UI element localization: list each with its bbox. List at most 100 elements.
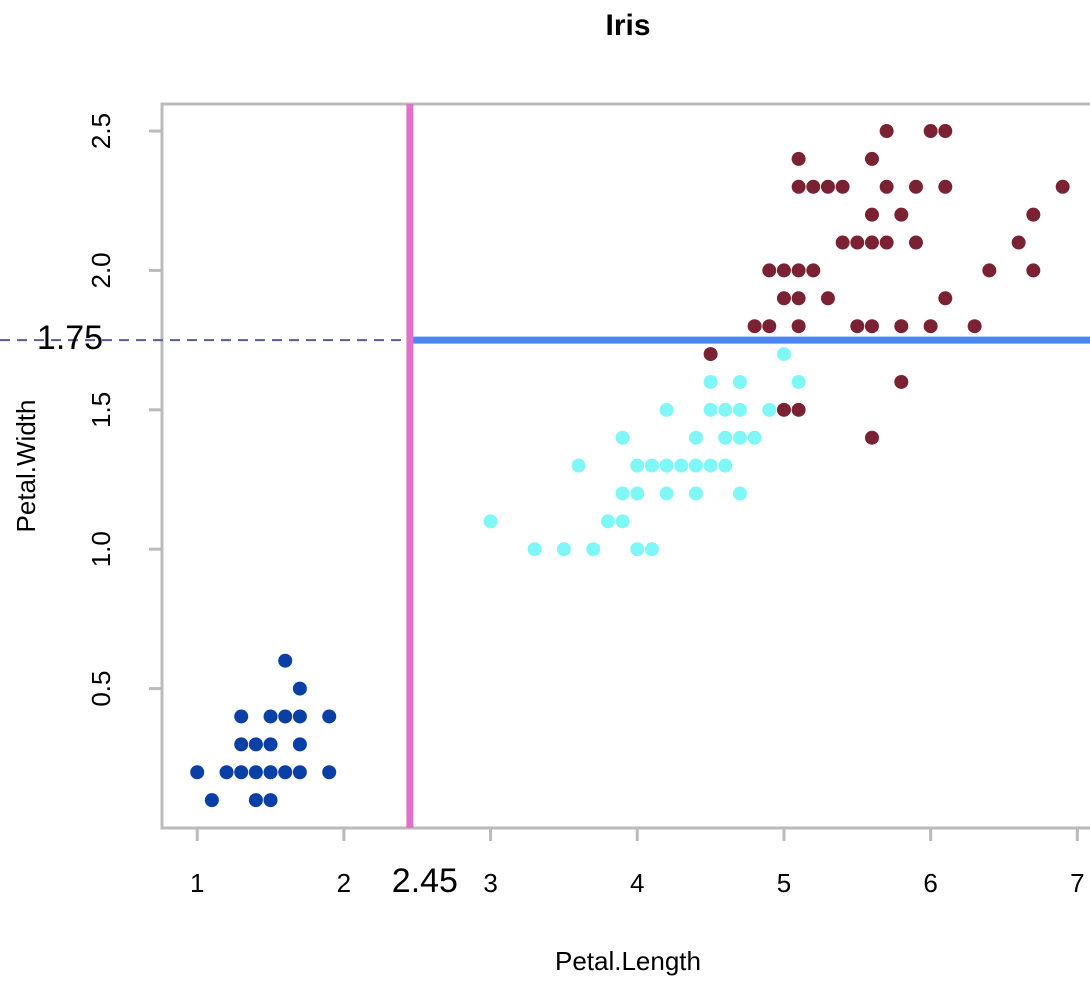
point <box>263 765 278 780</box>
point <box>938 291 953 306</box>
point <box>776 291 791 306</box>
point <box>1026 263 1041 278</box>
chart-title: Iris <box>605 9 650 42</box>
point <box>938 124 953 139</box>
point <box>1011 235 1026 250</box>
point <box>292 737 307 752</box>
x-tick-label: 3 <box>483 868 497 898</box>
point <box>864 430 879 445</box>
point <box>718 458 733 473</box>
point <box>820 179 835 194</box>
point <box>556 542 571 557</box>
point <box>850 235 865 250</box>
point <box>864 235 879 250</box>
point <box>747 430 762 445</box>
point <box>248 793 263 808</box>
point <box>762 402 777 417</box>
point <box>190 765 205 780</box>
y-tick-label: 1.5 <box>86 392 116 428</box>
threshold-label: 2.45 <box>392 862 458 900</box>
x-tick-label: 2 <box>337 868 351 898</box>
point <box>688 458 703 473</box>
point <box>630 542 645 557</box>
point <box>586 542 601 557</box>
point <box>644 542 659 557</box>
point <box>674 458 689 473</box>
point <box>908 179 923 194</box>
point <box>703 458 718 473</box>
point <box>248 765 263 780</box>
point <box>718 430 733 445</box>
point <box>659 486 674 501</box>
point <box>1026 207 1041 222</box>
point <box>703 402 718 417</box>
point <box>923 124 938 139</box>
point <box>615 514 630 529</box>
point <box>688 430 703 445</box>
point <box>967 319 982 334</box>
point <box>864 151 879 166</box>
point <box>659 402 674 417</box>
x-tick-label: 5 <box>777 868 791 898</box>
point <box>234 737 249 752</box>
point <box>806 263 821 278</box>
point <box>791 374 806 389</box>
x-axis-label: Petal.Length <box>555 946 701 976</box>
point <box>703 347 718 362</box>
point <box>659 458 674 473</box>
point <box>894 374 909 389</box>
x-tick-label: 6 <box>923 868 937 898</box>
point <box>278 653 293 668</box>
point <box>835 235 850 250</box>
point <box>791 151 806 166</box>
point <box>278 765 293 780</box>
point <box>850 319 865 334</box>
point <box>776 347 791 362</box>
point <box>732 430 747 445</box>
point <box>923 319 938 334</box>
point <box>483 514 498 529</box>
point <box>630 486 645 501</box>
point <box>234 765 249 780</box>
point <box>791 402 806 417</box>
point <box>747 319 762 334</box>
x-tick-label: 1 <box>190 868 204 898</box>
point <box>732 374 747 389</box>
point <box>204 793 219 808</box>
point <box>263 709 278 724</box>
point <box>791 291 806 306</box>
point <box>292 681 307 696</box>
point <box>278 709 293 724</box>
point <box>263 737 278 752</box>
point <box>600 514 615 529</box>
point <box>322 709 337 724</box>
point <box>234 709 249 724</box>
x-tick-label: 7 <box>1070 868 1084 898</box>
point <box>615 430 630 445</box>
x-tick-label: 4 <box>630 868 644 898</box>
point <box>791 319 806 334</box>
point <box>219 765 234 780</box>
point <box>776 402 791 417</box>
point <box>820 291 835 306</box>
point <box>688 486 703 501</box>
y-tick-label: 2.0 <box>86 252 116 288</box>
point <box>864 207 879 222</box>
point <box>835 179 850 194</box>
point <box>791 263 806 278</box>
point <box>806 179 821 194</box>
point <box>894 207 909 222</box>
y-axis-label: Petal.Width <box>11 400 41 533</box>
point <box>864 319 879 334</box>
threshold-label: 1.75 <box>37 319 103 357</box>
point <box>776 263 791 278</box>
point <box>894 319 909 334</box>
point <box>644 458 659 473</box>
y-tick-label: 2.5 <box>86 113 116 149</box>
point <box>938 179 953 194</box>
point <box>762 263 777 278</box>
point <box>879 235 894 250</box>
point <box>571 458 586 473</box>
y-tick-label: 0.5 <box>86 671 116 707</box>
